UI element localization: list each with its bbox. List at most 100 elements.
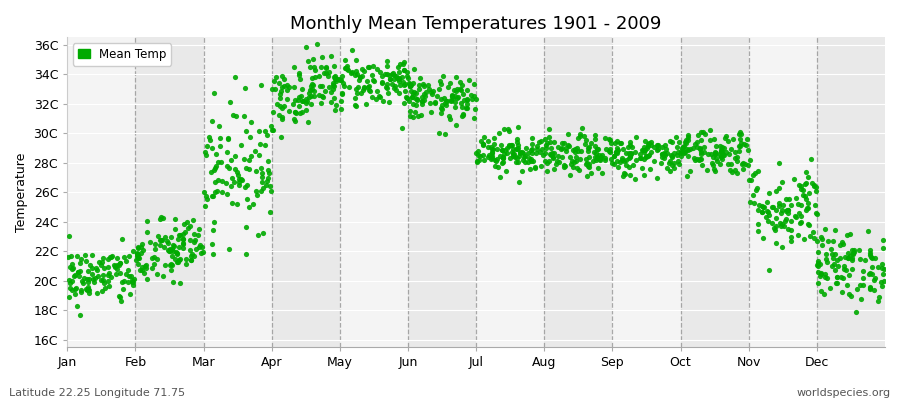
Point [476, 141, 491, 147]
Bar [817, 37, 885, 347]
Point [130, 261, 145, 268]
Point [304, 100, 319, 107]
Point [440, 84, 454, 90]
Point [65, 260, 79, 267]
Point [69, 253, 84, 259]
Point [623, 172, 637, 179]
Point [681, 134, 696, 140]
Point [244, 153, 258, 160]
Point [436, 95, 451, 102]
Point [497, 151, 511, 157]
Point [346, 47, 360, 54]
Point [588, 131, 602, 138]
Point [364, 94, 379, 100]
Point [706, 159, 720, 166]
Point [527, 164, 542, 170]
Point [565, 158, 580, 164]
Point [647, 144, 662, 150]
Point [148, 254, 162, 260]
Point [794, 201, 808, 208]
Point [289, 110, 303, 116]
Point [733, 142, 747, 149]
Point [641, 153, 655, 160]
Point [220, 136, 235, 142]
Point [588, 154, 602, 160]
Point [828, 267, 842, 274]
Point [447, 92, 462, 99]
Point [708, 151, 723, 157]
Y-axis label: Temperature: Temperature [15, 152, 28, 232]
Point [158, 233, 172, 240]
Point [420, 82, 435, 88]
Point [414, 98, 428, 104]
Point [845, 256, 859, 263]
Point [865, 255, 879, 261]
Point [559, 148, 573, 154]
Point [791, 232, 806, 239]
Point [365, 62, 380, 69]
Point [510, 136, 525, 142]
Point [842, 254, 856, 261]
Point [678, 149, 692, 156]
Point [338, 64, 353, 71]
Point [316, 94, 330, 100]
Point [406, 101, 420, 108]
Point [584, 140, 598, 146]
Point [518, 154, 532, 160]
Point [434, 110, 448, 116]
Point [503, 155, 517, 161]
Point [568, 149, 582, 155]
Point [274, 134, 288, 140]
Point [494, 147, 508, 154]
Point [640, 145, 654, 152]
Point [168, 249, 183, 255]
Point [176, 236, 190, 242]
Point [439, 98, 454, 104]
Point [500, 150, 514, 156]
Point [820, 275, 834, 281]
Point [484, 153, 499, 159]
Point [547, 150, 562, 156]
Point [547, 139, 562, 145]
Point [307, 93, 321, 99]
Point [559, 145, 573, 152]
Point [282, 108, 296, 114]
Point [355, 73, 369, 79]
Point [373, 94, 387, 100]
Point [788, 213, 803, 220]
Point [451, 94, 465, 101]
Point [573, 148, 588, 154]
Point [771, 160, 786, 166]
Point [189, 246, 203, 252]
Point [101, 278, 115, 284]
Point [700, 151, 715, 158]
Point [618, 171, 633, 177]
Point [747, 200, 761, 206]
Point [878, 266, 892, 272]
Point [578, 141, 592, 147]
Point [447, 99, 462, 105]
Point [112, 260, 127, 266]
Point [525, 146, 539, 152]
Point [615, 155, 629, 161]
Point [220, 191, 234, 197]
Point [835, 239, 850, 246]
Point [130, 249, 144, 256]
Point [148, 241, 163, 247]
Point [670, 144, 684, 150]
Point [643, 166, 657, 172]
Point [213, 135, 228, 141]
Point [650, 142, 664, 148]
Point [662, 158, 677, 164]
Point [799, 169, 814, 176]
Point [110, 266, 124, 272]
Point [473, 153, 488, 159]
Point [667, 160, 681, 166]
Point [849, 309, 863, 315]
Point [162, 248, 176, 254]
Point [540, 160, 554, 166]
Point [475, 141, 490, 148]
Point [756, 235, 770, 241]
Point [115, 286, 130, 292]
Point [607, 153, 621, 159]
